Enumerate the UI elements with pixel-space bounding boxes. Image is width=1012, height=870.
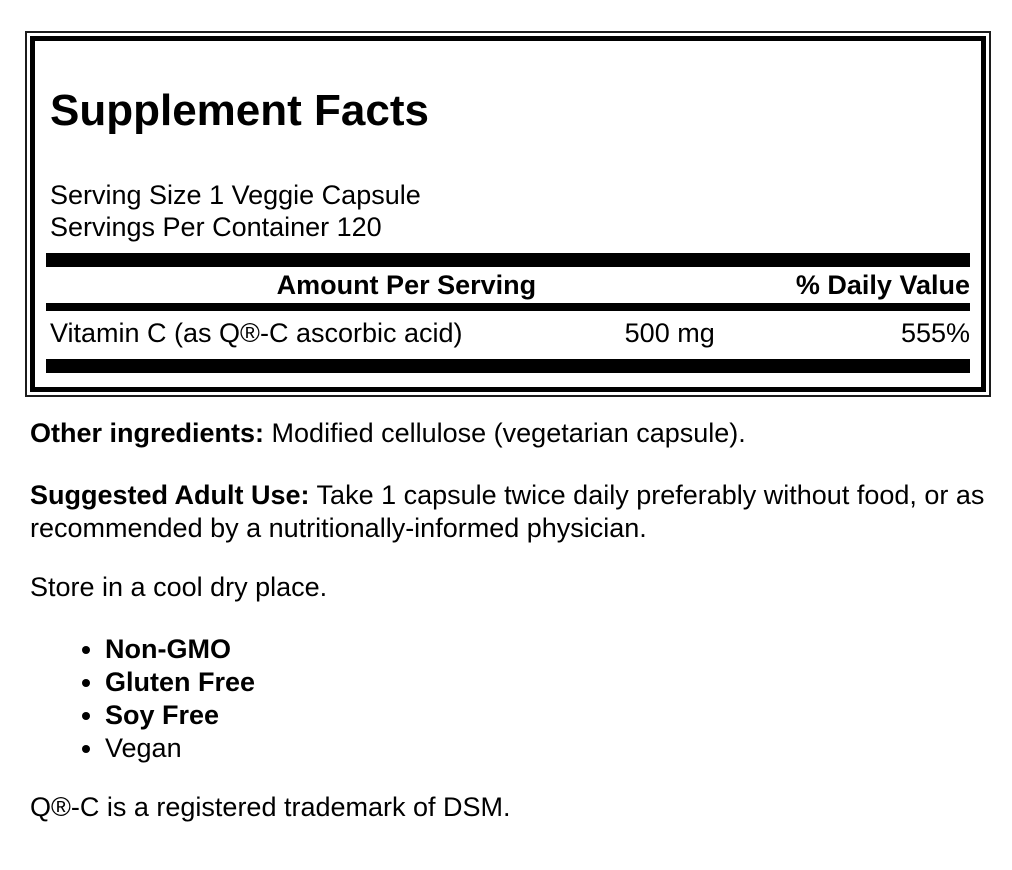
serving-info: Serving Size 1 Veggie Capsule Servings P…: [50, 179, 970, 243]
feature-vegan: Vegan: [105, 732, 990, 765]
daily-value-header: % Daily Value: [795, 270, 970, 301]
storage-note: Store in a cool dry place.: [30, 572, 328, 602]
nutrient-daily-value: 555%: [900, 318, 970, 349]
serving-size-line: Serving Size 1 Veggie Capsule: [50, 180, 421, 211]
trademark-note: Q®-C is a registered trademark of DSM.: [30, 792, 511, 822]
feature-list: Non-GMO Gluten Free Soy Free Vegan: [30, 633, 990, 765]
amount-per-serving-header: Amount Per Serving: [276, 270, 537, 301]
feature-non-gmo: Non-GMO: [105, 633, 990, 666]
other-ingredients-text: Modified cellulose (vegetarian capsule).: [271, 418, 746, 448]
supplement-facts-title: Supplement Facts: [50, 86, 429, 135]
feature-soy-free: Soy Free: [105, 699, 990, 732]
facts-table-header: Amount Per Serving % Daily Value: [46, 267, 970, 303]
suggested-use-text: Take 1 capsule twice daily preferably wi…: [30, 480, 985, 543]
divider-thick-top: [46, 253, 970, 268]
supplement-facts-inner-border: Supplement Facts Serving Size 1 Veggie C…: [30, 36, 986, 393]
nutrient-amount: 500 mg: [624, 318, 715, 349]
nutrient-row: Vitamin C (as Q®-C ascorbic acid) 500 mg…: [46, 311, 970, 359]
divider-thick-bottom: [46, 359, 970, 374]
nutrient-name: Vitamin C (as Q®-C ascorbic acid): [50, 318, 463, 349]
servings-per-container-line: Servings Per Container 120: [50, 212, 382, 243]
feature-gluten-free: Gluten Free: [105, 666, 990, 699]
other-ingredients-paragraph: Other ingredients: Modified cellulose (v…: [30, 417, 990, 450]
suggested-use-label: Suggested Adult Use:: [30, 480, 310, 510]
supplement-facts-panel: Supplement Facts Serving Size 1 Veggie C…: [25, 31, 991, 398]
divider-thin-middle: [46, 303, 970, 312]
other-ingredients-label: Other ingredients:: [30, 418, 265, 448]
suggested-use-paragraph: Suggested Adult Use: Take 1 capsule twic…: [30, 479, 990, 545]
label-copy: Other ingredients: Modified cellulose (v…: [30, 417, 990, 824]
